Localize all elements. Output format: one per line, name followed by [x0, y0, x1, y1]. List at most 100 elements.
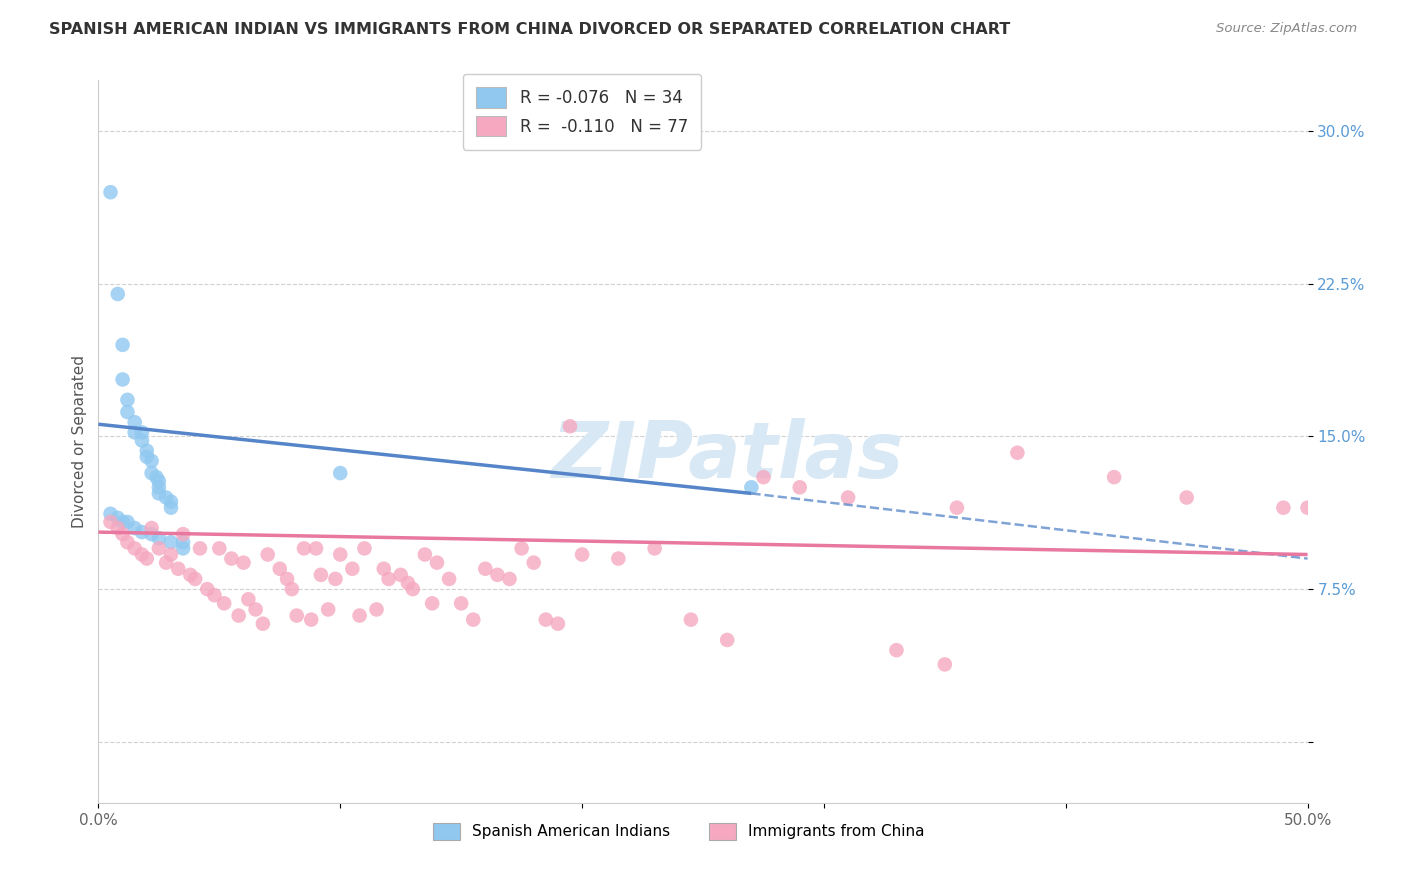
Point — [117, 535, 139, 549]
Point — [124, 521, 146, 535]
Point — [245, 602, 267, 616]
Point — [752, 470, 775, 484]
Point — [716, 632, 738, 647]
Point — [437, 572, 460, 586]
Point — [195, 582, 218, 596]
Point — [389, 567, 412, 582]
Point — [107, 287, 129, 301]
Point — [135, 551, 157, 566]
Point — [212, 596, 235, 610]
Point — [1175, 491, 1198, 505]
Point — [160, 548, 183, 562]
Point — [285, 608, 308, 623]
Point — [107, 521, 129, 535]
Point — [107, 511, 129, 525]
Point — [413, 548, 436, 562]
Point — [349, 608, 371, 623]
Point — [131, 548, 153, 562]
Point — [934, 657, 956, 672]
Point — [740, 480, 762, 494]
Point — [131, 434, 153, 448]
Point — [184, 572, 207, 586]
Point — [252, 616, 274, 631]
Point — [837, 491, 859, 505]
Point — [329, 466, 352, 480]
Point — [1102, 470, 1125, 484]
Text: ZIPatlas: ZIPatlas — [551, 418, 903, 494]
Point — [316, 602, 339, 616]
Point — [117, 392, 139, 407]
Point — [463, 613, 485, 627]
Point — [426, 556, 449, 570]
Point — [100, 515, 122, 529]
Point — [208, 541, 231, 556]
Point — [117, 405, 139, 419]
Point — [523, 556, 546, 570]
Point — [135, 443, 157, 458]
Point — [117, 515, 139, 529]
Point — [420, 596, 443, 610]
Point — [111, 338, 134, 352]
Point — [396, 576, 419, 591]
Point — [100, 507, 122, 521]
Point — [111, 515, 134, 529]
Point — [1296, 500, 1319, 515]
Point — [886, 643, 908, 657]
Point — [228, 608, 250, 623]
Point — [486, 567, 509, 582]
Point — [402, 582, 425, 596]
Point — [1007, 446, 1029, 460]
Text: SPANISH AMERICAN INDIAN VS IMMIGRANTS FROM CHINA DIVORCED OR SEPARATED CORRELATI: SPANISH AMERICAN INDIAN VS IMMIGRANTS FR… — [49, 22, 1011, 37]
Point — [534, 613, 557, 627]
Point — [679, 613, 702, 627]
Point — [281, 582, 304, 596]
Point — [145, 470, 167, 484]
Point — [221, 551, 243, 566]
Point — [148, 480, 170, 494]
Point — [111, 527, 134, 541]
Point — [309, 567, 332, 582]
Point — [131, 425, 153, 440]
Point — [160, 500, 183, 515]
Point — [172, 541, 194, 556]
Point — [305, 541, 328, 556]
Point — [131, 525, 153, 540]
Point — [148, 474, 170, 488]
Point — [155, 556, 177, 570]
Point — [124, 425, 146, 440]
Point — [172, 527, 194, 541]
Point — [353, 541, 375, 556]
Point — [547, 616, 569, 631]
Point — [299, 613, 322, 627]
Point — [124, 415, 146, 429]
Point — [179, 567, 201, 582]
Point — [141, 527, 163, 541]
Point — [325, 572, 347, 586]
Point — [644, 541, 666, 556]
Point — [100, 185, 122, 199]
Point — [160, 494, 183, 508]
Point — [135, 450, 157, 464]
Point — [946, 500, 969, 515]
Point — [148, 541, 170, 556]
Point — [256, 548, 278, 562]
Text: Source: ZipAtlas.com: Source: ZipAtlas.com — [1216, 22, 1357, 36]
Point — [329, 548, 352, 562]
Point — [269, 562, 291, 576]
Point — [342, 562, 364, 576]
Point — [141, 521, 163, 535]
Point — [377, 572, 399, 586]
Point — [510, 541, 533, 556]
Point — [188, 541, 211, 556]
Point — [789, 480, 811, 494]
Point — [238, 592, 260, 607]
Point — [558, 419, 581, 434]
Point — [124, 541, 146, 556]
Point — [498, 572, 520, 586]
Point — [141, 466, 163, 480]
Point — [292, 541, 315, 556]
Point — [607, 551, 630, 566]
Point — [172, 535, 194, 549]
Point — [111, 372, 134, 386]
Point — [155, 491, 177, 505]
